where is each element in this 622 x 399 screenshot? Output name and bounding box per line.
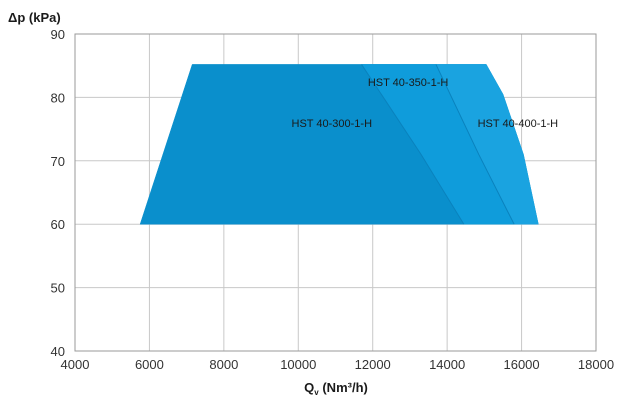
x-tick-label: 4000 xyxy=(61,357,90,372)
y-tick-label: 70 xyxy=(51,154,65,169)
x-tick-labels: 4000 6000 8000 10000 12000 14000 16000 18000 xyxy=(61,357,615,372)
regions xyxy=(139,64,539,225)
region-label-2: HST 40-350-1-H xyxy=(368,77,449,89)
x-tick-label: 6000 xyxy=(135,357,164,372)
x-axis-title: Qv (Nm³/h) xyxy=(304,380,368,397)
x-tick-label: 8000 xyxy=(209,357,238,372)
y-axis-title: Δp (kPa) xyxy=(8,10,61,25)
plot-frame xyxy=(74,33,597,352)
x-tick-label: 10000 xyxy=(280,357,316,372)
y-tick-labels: 40 50 60 70 80 90 xyxy=(51,27,65,359)
y-tick-label: 50 xyxy=(51,281,65,296)
x-axis-title-main: Q xyxy=(304,380,314,395)
region-boundaries xyxy=(361,64,515,225)
y-tick-label: 80 xyxy=(51,90,65,105)
region-labels: HST 40-300-1-H HST 40-350-1-H HST 40-400-1… xyxy=(292,77,559,130)
x-axis-title-units: (Nm³/h) xyxy=(319,380,368,395)
x-tick-label: 18000 xyxy=(578,357,614,372)
region-boundary-1 xyxy=(361,64,465,225)
y-tick-label: 40 xyxy=(51,344,65,359)
x-tick-label: 14000 xyxy=(429,357,465,372)
region-boundary-2 xyxy=(435,64,515,225)
x-tick-label: 16000 xyxy=(503,357,539,372)
y-tick-label: 90 xyxy=(51,27,65,42)
region-label-1: HST 40-300-1-H xyxy=(292,118,373,130)
x-axis-title-subscript: v xyxy=(314,388,319,397)
y-tick-label: 60 xyxy=(51,217,65,232)
x-tick-label: 12000 xyxy=(355,357,391,372)
region-label-3: HST 40-400-1-H xyxy=(478,118,559,130)
